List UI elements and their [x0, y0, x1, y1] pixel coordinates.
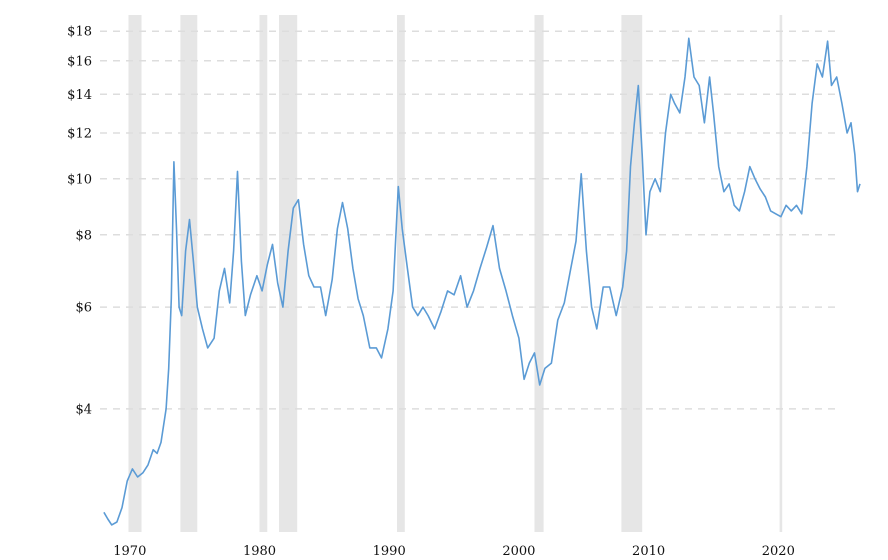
shaded-period-5 [397, 15, 405, 532]
shaded-period-6 [534, 15, 544, 532]
y-tick-label-18: $18 [67, 25, 92, 40]
x-axis-tick-labels: 1970 1980 1990 2000 2010 2020 [113, 544, 795, 559]
shaded-period-3 [259, 15, 268, 532]
y-tick-label-10: $10 [67, 172, 92, 187]
y-gridlines [100, 30, 838, 410]
y-tick-label-6: $6 [75, 301, 92, 316]
shaded-period-8 [779, 15, 783, 532]
y-tick-label-16: $16 [67, 54, 92, 69]
y-axis-tick-labels: $4 $6 $8 $10 $12 $14 $16 $18 [67, 25, 92, 418]
y-tick-label-4: $4 [75, 402, 92, 417]
y-tick-label-12: $12 [67, 127, 92, 142]
y-tick-label-14: $14 [67, 88, 92, 103]
x-tick-label-1990: 1990 [373, 544, 406, 559]
x-tick-label-2010: 2010 [632, 544, 665, 559]
x-tick-label-2000: 2000 [502, 544, 535, 559]
x-tick-label-2020: 2020 [762, 544, 795, 559]
x-tick-label-1980: 1980 [243, 544, 276, 559]
series-layer [103, 37, 861, 526]
shaded-period-1 [128, 15, 142, 532]
shaded-period-4 [279, 15, 298, 532]
y-tick-label-8: $8 [75, 228, 92, 243]
shaded-period-7 [621, 15, 643, 532]
recession-bands [128, 15, 783, 532]
series-line-1 [103, 37, 861, 526]
x-tick-label-1970: 1970 [113, 544, 146, 559]
shaded-period-2 [180, 15, 198, 532]
